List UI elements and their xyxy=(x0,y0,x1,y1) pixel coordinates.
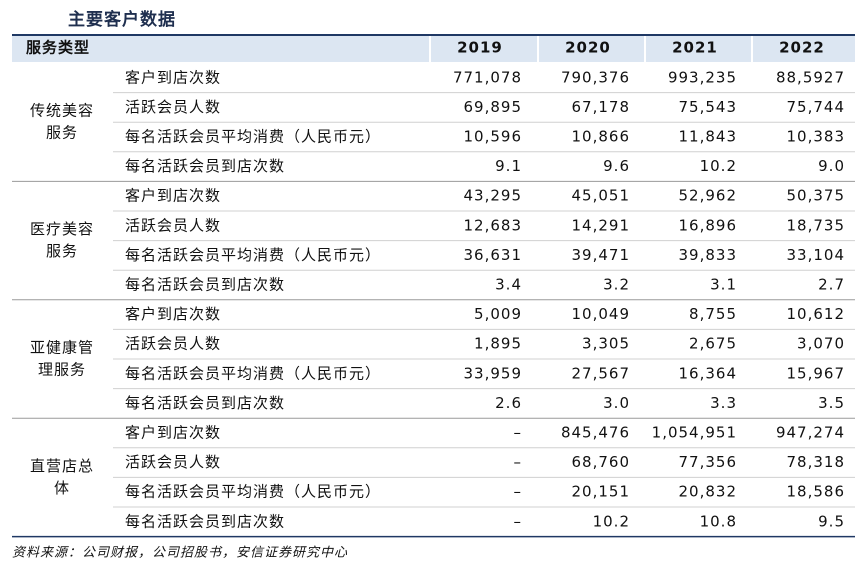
metric: 每名活跃会员平均消费（人民币元） xyxy=(125,483,381,501)
cell: 15,967 xyxy=(787,364,846,382)
metric: 每名活跃会员平均消费（人民币元） xyxy=(125,246,381,264)
group-label: 理服务 xyxy=(38,361,86,379)
cell: 9.6 xyxy=(603,157,630,175)
cell: 993,235 xyxy=(668,68,737,86)
cell: 5,009 xyxy=(474,305,522,323)
group-label: 服务 xyxy=(46,242,78,260)
cell: 10.2 xyxy=(593,512,630,530)
header-cell: 2020 xyxy=(565,39,611,57)
cell: 947,274 xyxy=(776,424,845,442)
cell: 45,051 xyxy=(572,187,631,205)
cell: 69,895 xyxy=(464,98,523,116)
cell: 3.4 xyxy=(495,276,522,294)
cell: 88,5927 xyxy=(776,68,845,86)
metric: 每名活跃会员平均消费（人民币元） xyxy=(125,128,381,146)
cell: 790,376 xyxy=(561,68,630,86)
cell: 2.7 xyxy=(818,276,845,294)
group-label: 服务 xyxy=(46,124,78,142)
cell: 3,070 xyxy=(797,335,845,353)
cell: 10,383 xyxy=(787,128,846,146)
metric: 客户到店次数 xyxy=(125,305,221,323)
cell: 3.0 xyxy=(603,394,630,412)
cell: 77,356 xyxy=(679,453,738,471)
cell: 50,375 xyxy=(787,187,846,205)
metric: 活跃会员人数 xyxy=(125,453,221,471)
cell: 3,305 xyxy=(582,335,630,353)
cell: 75,744 xyxy=(787,98,846,116)
cell: 10,612 xyxy=(787,305,846,323)
cell: 3.2 xyxy=(603,276,630,294)
title: 主要客户数据 xyxy=(68,9,176,30)
cell: 68,760 xyxy=(572,453,631,471)
source: 资料来源：公司财报，公司招股书，安信证券研究中心 xyxy=(12,545,348,561)
cell: 10,049 xyxy=(572,305,631,323)
header-cell: 2022 xyxy=(779,39,825,57)
header-cell: 2019 xyxy=(457,39,503,57)
cell: 3.1 xyxy=(710,276,737,294)
header-bg xyxy=(12,35,855,62)
metric: 每名活跃会员到店次数 xyxy=(125,394,285,412)
metric: 活跃会员人数 xyxy=(125,335,221,353)
cell: 845,476 xyxy=(561,424,630,442)
metric: 客户到店次数 xyxy=(125,424,221,442)
group-label: 传统美容 xyxy=(30,102,94,120)
cell: 8,755 xyxy=(689,305,737,323)
cell: – xyxy=(514,424,523,442)
cell: 20,832 xyxy=(679,483,738,501)
cell: – xyxy=(514,453,523,471)
cell: 3.5 xyxy=(818,394,845,412)
cell: 43,295 xyxy=(464,187,523,205)
cell: 27,567 xyxy=(572,364,631,382)
cell: 67,178 xyxy=(572,98,631,116)
cell: 12,683 xyxy=(464,216,523,234)
header-cell: 服务类型 xyxy=(26,39,90,57)
metric: 活跃会员人数 xyxy=(125,216,221,234)
metric: 每名活跃会员平均消费（人民币元） xyxy=(125,364,381,382)
cell: 39,471 xyxy=(572,246,631,264)
cell: 1,895 xyxy=(474,335,522,353)
cell: 10.2 xyxy=(700,157,737,175)
group-label: 医疗美容 xyxy=(30,220,94,238)
cell: 771,078 xyxy=(453,68,522,86)
cell: 3.3 xyxy=(710,394,737,412)
header-cell: 2021 xyxy=(672,39,718,57)
metric: 每名活跃会员到店次数 xyxy=(125,157,285,175)
cell: 20,151 xyxy=(572,483,631,501)
metric: 客户到店次数 xyxy=(125,68,221,86)
cell: 9.5 xyxy=(818,512,845,530)
cell: 78,318 xyxy=(787,453,846,471)
cell: 33,104 xyxy=(787,246,846,264)
cell: 18,735 xyxy=(787,216,846,234)
cell: 11,843 xyxy=(679,128,738,146)
metric: 活跃会员人数 xyxy=(125,98,221,116)
group-label: 亚健康管 xyxy=(30,339,94,357)
cell: 33,959 xyxy=(464,364,523,382)
cell: 39,833 xyxy=(679,246,738,264)
cell: – xyxy=(514,483,523,501)
cell: 14,291 xyxy=(572,216,631,234)
cell: 16,896 xyxy=(679,216,738,234)
cell: 9.1 xyxy=(495,157,522,175)
cell: 10,866 xyxy=(572,128,631,146)
metric: 客户到店次数 xyxy=(125,187,221,205)
cell: 16,364 xyxy=(679,364,738,382)
metric: 每名活跃会员到店次数 xyxy=(125,512,285,530)
cell: 2,675 xyxy=(689,335,737,353)
group-label: 直营店总 xyxy=(30,457,94,475)
cell: 1,054,951 xyxy=(652,424,737,442)
group-label: 体 xyxy=(54,479,70,497)
cell: 36,631 xyxy=(464,246,523,264)
cell: 52,962 xyxy=(679,187,738,205)
cell: 75,543 xyxy=(679,98,738,116)
cell: – xyxy=(514,512,523,530)
cell: 2.6 xyxy=(495,394,522,412)
cell: 10,596 xyxy=(464,128,523,146)
cell: 18,586 xyxy=(787,483,846,501)
cell: 10.8 xyxy=(700,512,737,530)
cell: 9.0 xyxy=(818,157,845,175)
metric: 每名活跃会员到店次数 xyxy=(125,276,285,294)
